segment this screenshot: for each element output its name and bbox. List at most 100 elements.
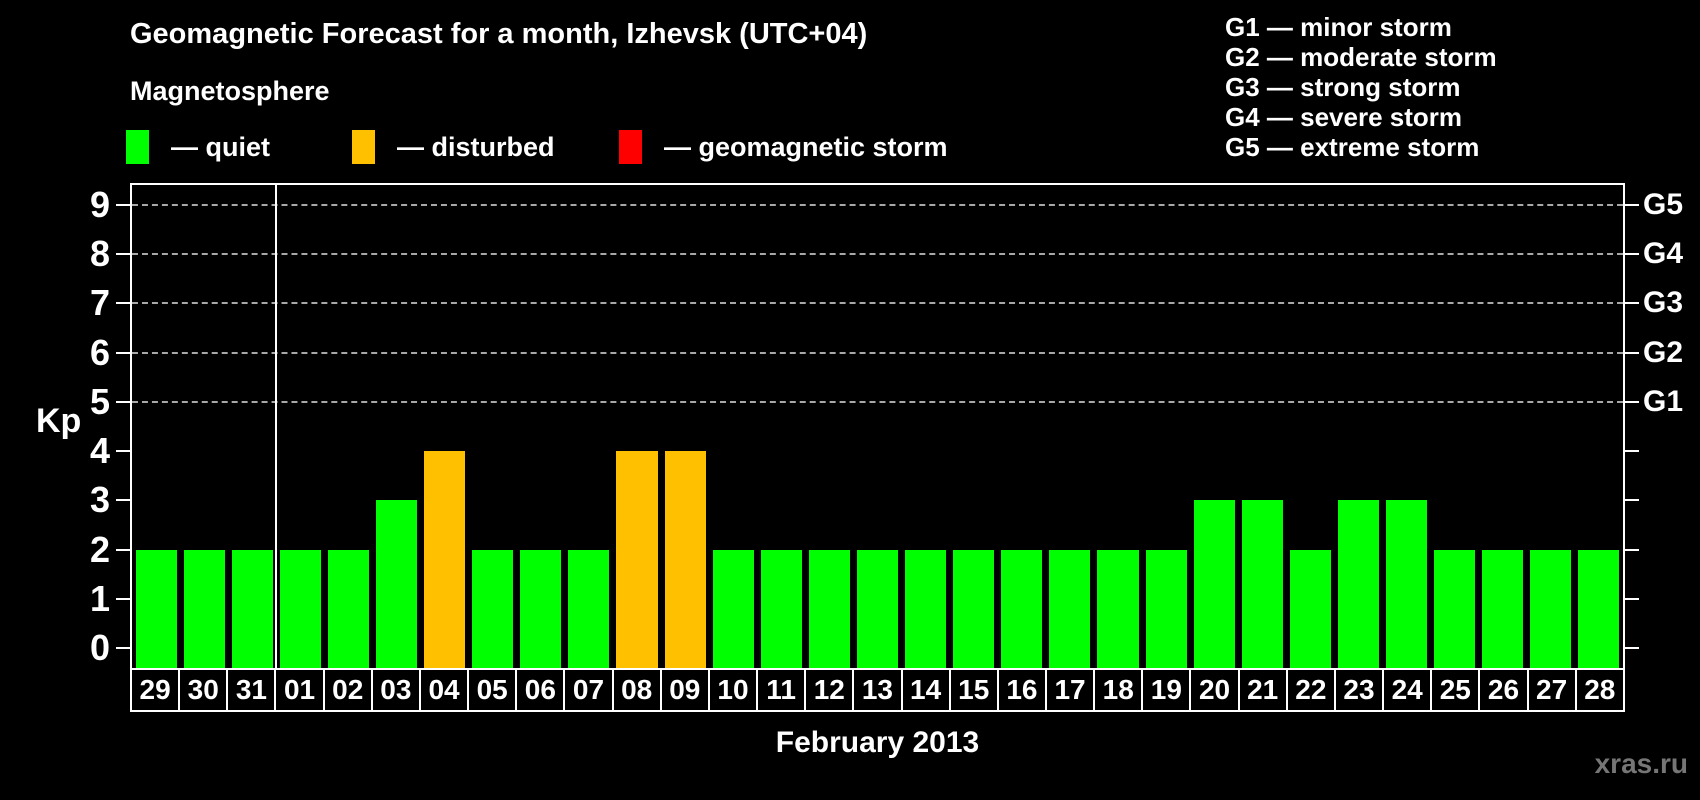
date-cell-30: 30: [178, 668, 229, 712]
date-cell-05: 05: [467, 668, 518, 712]
g-level-label-G5: G5: [1643, 187, 1684, 221]
bar-day-10: [712, 549, 754, 668]
y-axis-title: Kp: [36, 402, 82, 440]
bar-day-12: [808, 549, 850, 668]
y-axis-tick-right-7: [1625, 302, 1639, 305]
gridline-kp-7: [132, 302, 1623, 305]
legend-item-disturbed: — disturbed: [352, 129, 555, 165]
storm-color-swatch: [619, 130, 642, 164]
bar-day-15: [953, 549, 995, 668]
g-level-label-G4: G4: [1643, 237, 1684, 270]
date-cell-09: 09: [659, 668, 710, 712]
date-cell-28: 28: [1574, 668, 1625, 712]
date-cell-15: 15: [948, 668, 999, 712]
bar-day-20: [1193, 500, 1235, 668]
y-axis-label-8: 8: [89, 233, 110, 274]
y-axis-tick-right-2: [1625, 548, 1639, 551]
date-cell-21: 21: [1237, 668, 1288, 712]
y-axis-tick-left-4: [116, 450, 130, 453]
g-level-label-G3: G3: [1643, 286, 1684, 320]
bar-day-25: [1434, 549, 1476, 668]
y-axis-label-5: 5: [89, 380, 110, 422]
bar-day-27: [1530, 549, 1572, 668]
bar-day-28: [1578, 549, 1620, 668]
g2-legend-line: G2 — moderate storm: [1225, 42, 1497, 72]
y-axis-tick-left-6: [116, 351, 130, 354]
gridline-kp-8: [132, 253, 1623, 255]
y-axis-tick-left-5: [116, 400, 130, 403]
g-level-label-G2: G2: [1643, 335, 1684, 369]
legend-item-storm: — geomagnetic storm: [619, 129, 948, 165]
gridline-kp-9: [132, 203, 1623, 206]
g4-legend-line: G4 — severe storm: [1225, 102, 1463, 132]
y-axis-tick-right-4: [1625, 450, 1639, 453]
quiet-color-swatch: [126, 130, 149, 164]
date-cell-10: 10: [707, 668, 759, 712]
y-axis-tick-right-0: [1625, 647, 1639, 650]
date-cell-27: 27: [1526, 668, 1577, 712]
bar-day-16: [1001, 549, 1043, 668]
bar-day-05: [472, 549, 514, 668]
y-axis-tick-left-2: [116, 548, 130, 551]
date-cell-31: 31: [226, 668, 277, 712]
legend-item-quiet: — quiet: [126, 129, 270, 165]
date-cell-16: 16: [996, 668, 1047, 712]
date-cell-17: 17: [1044, 668, 1096, 712]
y-axis-tick-right-5: [1625, 400, 1639, 403]
date-cell-03: 03: [370, 668, 421, 712]
legend-item-label: — disturbed: [397, 131, 555, 162]
date-cell-26: 26: [1478, 668, 1529, 712]
bar-day-31: [231, 549, 273, 668]
bar-day-17: [1049, 549, 1091, 668]
y-axis-tick-right-6: [1625, 351, 1639, 354]
bar-day-23: [1337, 500, 1379, 668]
date-cell-04: 04: [418, 668, 470, 712]
g5-legend-line: G5 — extreme storm: [1225, 132, 1480, 162]
bar-day-18: [1097, 549, 1139, 668]
y-axis-tick-right-3: [1625, 499, 1639, 502]
y-axis-label-4: 4: [89, 430, 110, 472]
y-axis-tick-left-3: [116, 499, 130, 502]
date-cell-24: 24: [1382, 668, 1433, 712]
y-axis-label-3: 3: [89, 479, 110, 521]
date-cell-14: 14: [900, 668, 951, 712]
bar-day-21: [1241, 500, 1283, 668]
bar-day-02: [327, 549, 369, 668]
y-axis-label-0: 0: [89, 627, 110, 669]
bar-day-07: [568, 549, 610, 668]
g1-legend-line: G1 — minor storm: [1225, 12, 1452, 42]
date-cell-22: 22: [1285, 668, 1336, 712]
bar-day-24: [1386, 500, 1428, 668]
bar-day-01: [279, 549, 321, 668]
month-separator: [275, 185, 278, 668]
gridline-kp-5: [132, 400, 1623, 403]
x-axis-title: February 2013: [775, 726, 980, 759]
bar-day-26: [1482, 549, 1524, 668]
date-cell-06: 06: [515, 668, 566, 712]
bar-day-29: [135, 549, 177, 668]
y-axis-tick-left-7: [116, 302, 130, 305]
y-axis-tick-left-9: [116, 203, 130, 206]
date-cell-01: 01: [274, 668, 325, 712]
g3-legend-line: G3 — strong storm: [1225, 72, 1461, 102]
bar-day-04: [424, 451, 466, 668]
y-axis-label-6: 6: [89, 331, 110, 373]
magnetosphere-label: Magnetosphere: [130, 76, 330, 106]
date-label-row: 29 30 31 01 02 03 04 05 06 07 08 09 10 11 12 13 14 15 16 17…: [130, 668, 1625, 712]
bar-day-22: [1289, 549, 1331, 668]
date-cell-18: 18: [1093, 668, 1144, 712]
y-axis-tick-right-9: [1625, 203, 1639, 206]
bar-day-14: [905, 549, 947, 668]
gridline-kp-6: [132, 351, 1623, 354]
date-cell-23: 23: [1333, 668, 1385, 712]
y-axis-tick-left-0: [116, 647, 130, 650]
g-scale-legend: G1 — minor storm G2 — moderate storm G3 …: [1225, 12, 1497, 162]
y-axis-label-2: 2: [89, 528, 110, 570]
bar-day-08: [616, 451, 658, 668]
chart-title: Geomagnetic Forecast for a month, Izhevs…: [130, 18, 868, 50]
y-axis-tick-right-8: [1625, 253, 1639, 255]
date-cell-13: 13: [852, 668, 903, 712]
disturbed-color-swatch: [352, 130, 375, 164]
date-cell-12: 12: [804, 668, 855, 712]
